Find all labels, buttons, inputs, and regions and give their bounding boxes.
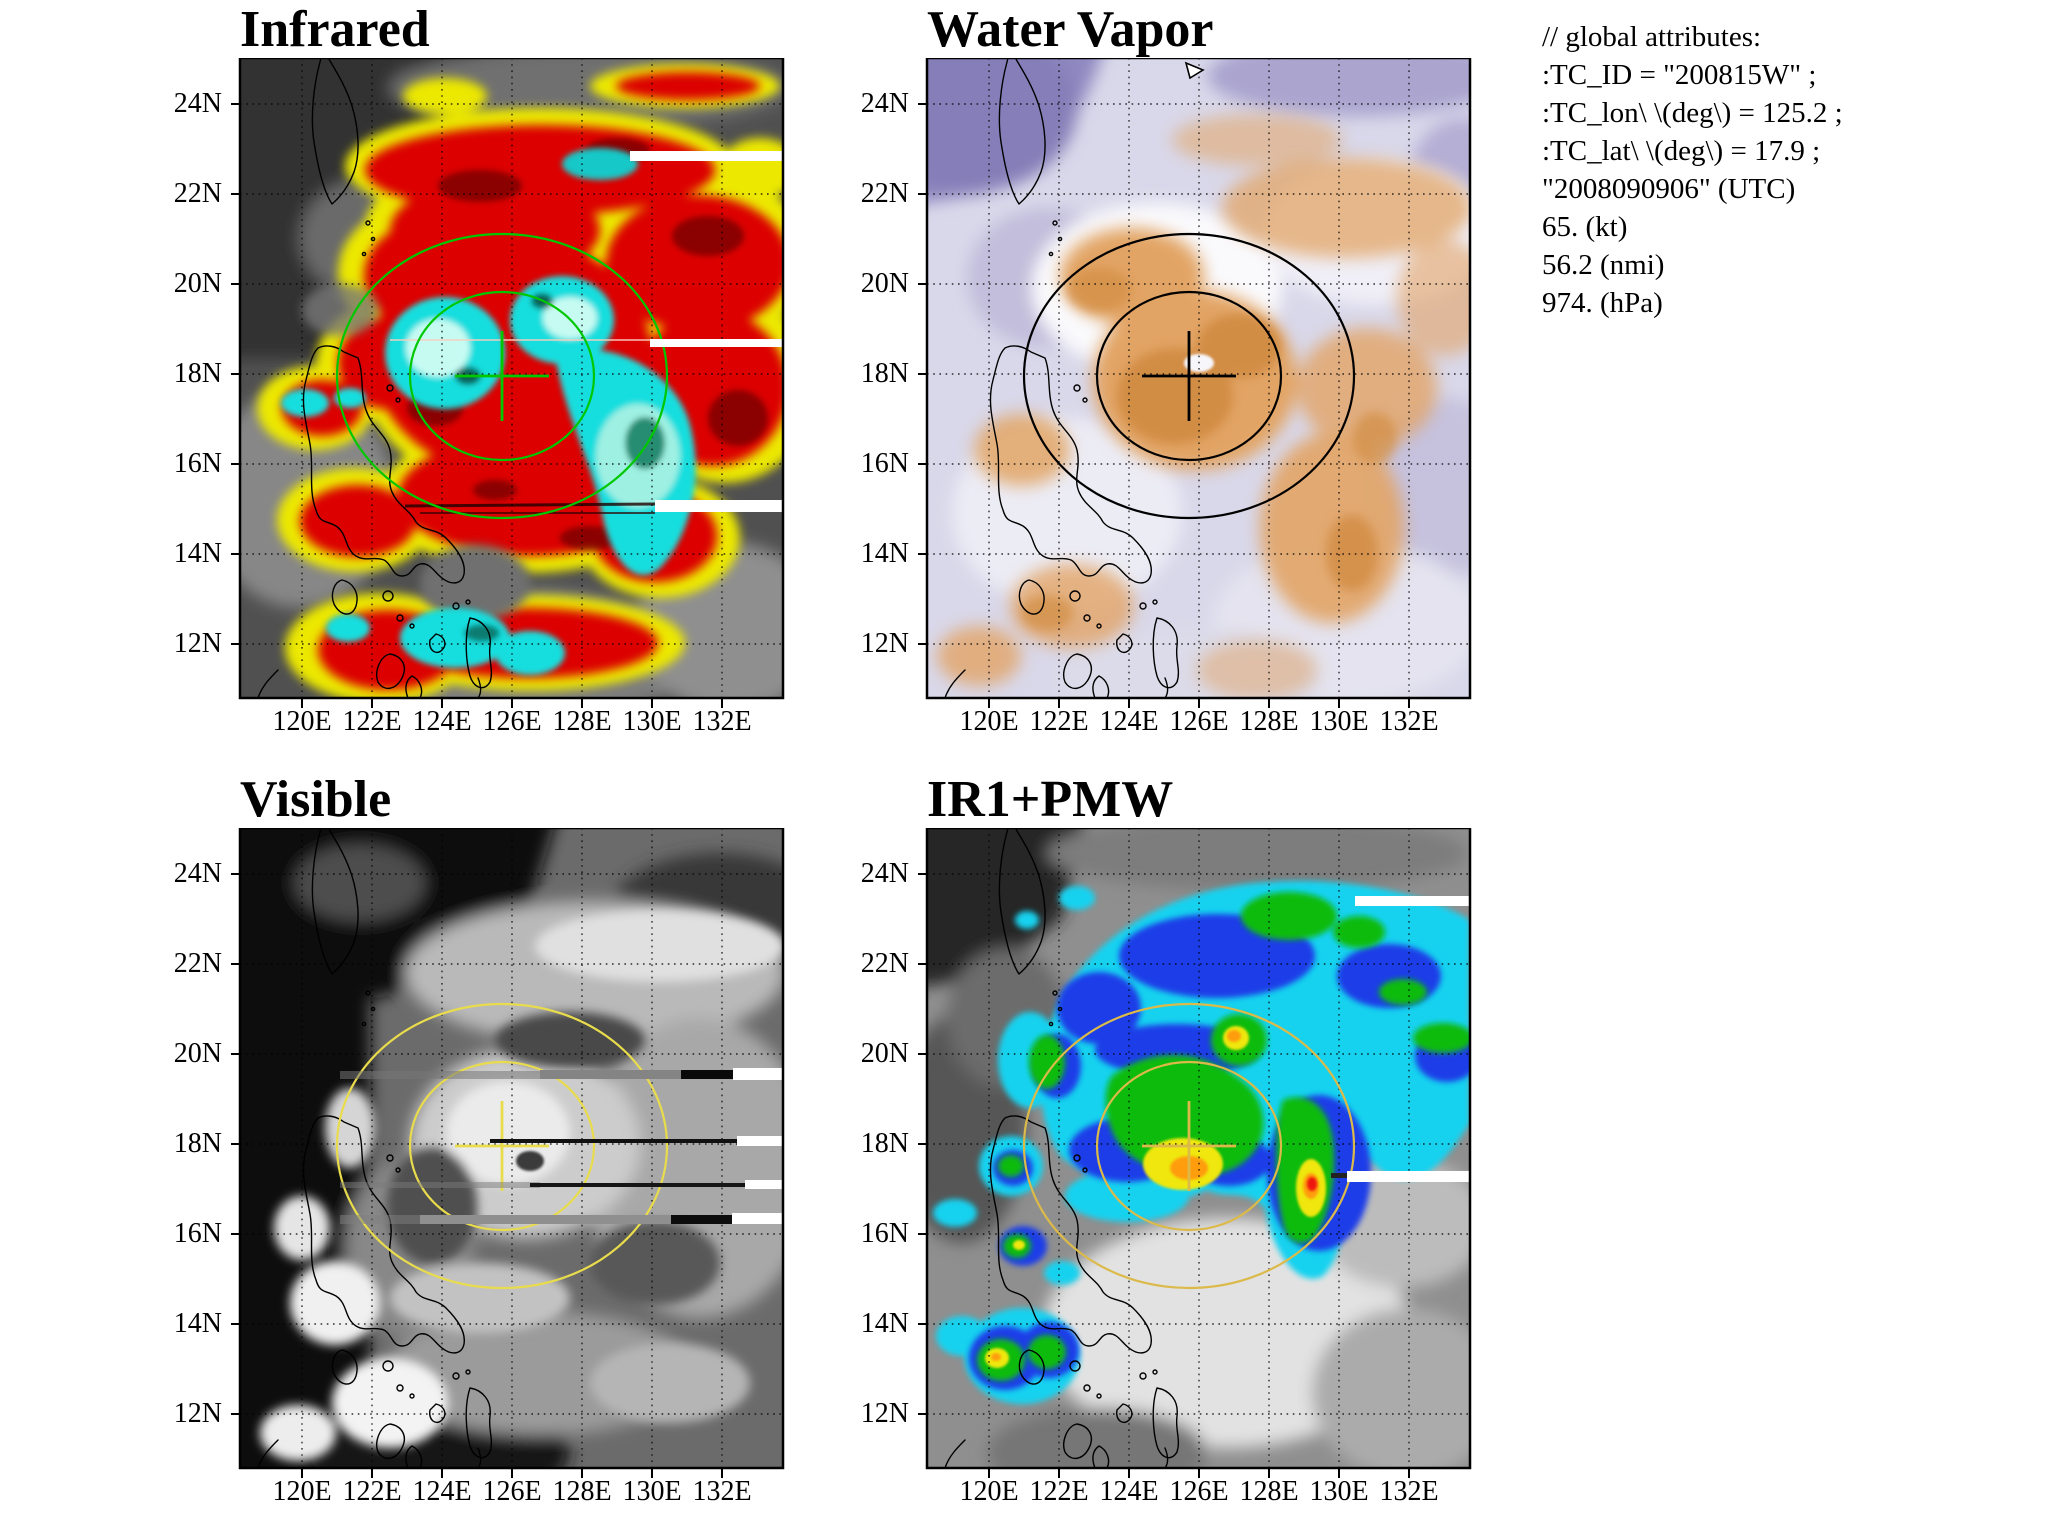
x-axis-tick-label: 128E bbox=[1239, 1476, 1299, 1507]
x-axis-tick-label: 122E bbox=[342, 706, 402, 737]
panel-title-ir1-pmw: IR1+PMW bbox=[927, 771, 1174, 828]
panel-title-visible: Visible bbox=[240, 771, 392, 828]
attr-line-header: // global attributes: bbox=[1542, 21, 1762, 53]
x-axis-tick-label: 130E bbox=[1309, 1476, 1369, 1507]
y-axis-tick-label: 16N bbox=[173, 1218, 222, 1249]
attr-line-tc-id: :TC_ID = "200815W" ; bbox=[1542, 59, 1817, 91]
x-axis-tick-label: 126E bbox=[482, 706, 542, 737]
attr-line-wind-kt: 65. (kt) bbox=[1542, 211, 1628, 243]
x-axis-tick-label: 132E bbox=[1379, 1476, 1439, 1507]
y-axis-tick-label: 24N bbox=[860, 858, 909, 889]
x-axis-tick-label: 122E bbox=[1029, 706, 1089, 737]
x-axis-tick-label: 132E bbox=[692, 1476, 752, 1507]
y-axis-tick-label: 14N bbox=[860, 538, 909, 569]
infrared-data-gap-streaks bbox=[630, 151, 783, 512]
visible-satellite-image bbox=[230, 828, 785, 1480]
x-axis-tick-label: 124E bbox=[412, 1476, 472, 1507]
y-axis-tick-label: 12N bbox=[860, 1398, 909, 1429]
y-axis-ir1-pmw: 24N 22N 20N 18N 16N 14N 12N bbox=[833, 828, 919, 1468]
x-axis-tick-label: 120E bbox=[959, 1476, 1019, 1507]
attr-line-tc-lat: :TC_lat\ \(deg\) = 17.9 ; bbox=[1542, 135, 1821, 167]
attr-line-radius-nmi: 56.2 (nmi) bbox=[1542, 249, 1665, 281]
panel-title-infrared: Infrared bbox=[240, 1, 430, 58]
panel-infrared: Infrared bbox=[174, 1, 785, 737]
plot-ir1-pmw: 24N 22N 20N 18N 16N 14N 12N 120E 122E 124E 126E 12… bbox=[861, 828, 1472, 1507]
x-axis-tick-label: 126E bbox=[1169, 706, 1229, 737]
y-axis-tick-label: 22N bbox=[860, 178, 909, 209]
x-axis-tick-label: 130E bbox=[622, 1476, 682, 1507]
x-axis-tick-label: 132E bbox=[692, 706, 752, 737]
y-axis-tick-label: 16N bbox=[173, 448, 222, 479]
x-axis-tick-label: 130E bbox=[622, 706, 682, 737]
x-axis-tick-label: 128E bbox=[552, 706, 612, 737]
x-axis-tick-label: 124E bbox=[412, 706, 472, 737]
x-axis-tick-label: 124E bbox=[1099, 706, 1159, 737]
y-axis-tick-label: 24N bbox=[173, 88, 222, 119]
y-axis-tick-label: 20N bbox=[860, 268, 909, 299]
y-axis-water-vapor: 24N 22N 20N 18N 16N 14N 12N bbox=[833, 58, 919, 698]
y-axis-tick-label: 12N bbox=[173, 1398, 222, 1429]
plot-infrared: 24N 22N 20N 18N 16N 14N 12N 120E 122E 124E 126E 12… bbox=[174, 58, 785, 737]
y-axis-tick-label: 18N bbox=[860, 358, 909, 389]
x-axis-tick-label: 120E bbox=[959, 706, 1019, 737]
y-axis-tick-label: 14N bbox=[173, 538, 222, 569]
x-axis-water-vapor: 120E 122E 124E 126E 128E 130E 132E bbox=[927, 700, 1470, 754]
attr-line-datetime: "2008090906" (UTC) bbox=[1542, 173, 1796, 205]
x-axis-tick-label: 128E bbox=[1239, 706, 1299, 737]
mouse-cursor-icon bbox=[1184, 61, 1205, 80]
x-axis-infrared: 120E 122E 124E 126E 128E 130E 132E bbox=[240, 700, 783, 754]
x-axis-tick-label: 128E bbox=[552, 1476, 612, 1507]
x-axis-visible: 120E 122E 124E 126E 128E 130E 132E bbox=[240, 1470, 783, 1524]
attr-line-tc-lon: :TC_lon\ \(deg\) = 125.2 ; bbox=[1542, 97, 1843, 129]
x-axis-tick-label: 122E bbox=[1029, 1476, 1089, 1507]
y-axis-tick-label: 12N bbox=[860, 628, 909, 659]
y-axis-tick-label: 20N bbox=[173, 268, 222, 299]
global-attributes-block: // global attributes: :TC_ID = "200815W"… bbox=[1542, 18, 2042, 322]
panel-title-water-vapor: Water Vapor bbox=[927, 1, 1214, 58]
ir1-pmw-data-gap-streaks bbox=[1331, 896, 1470, 1182]
plot-water-vapor: 24N 22N 20N 18N 16N 14N 12N 120E 122E 124E 126E 12… bbox=[861, 58, 1472, 737]
x-axis-tick-label: 126E bbox=[1169, 1476, 1229, 1507]
water-vapor-satellite-image bbox=[917, 58, 1472, 710]
y-axis-tick-label: 22N bbox=[173, 178, 222, 209]
visible-scanline-streaks bbox=[340, 1068, 783, 1224]
y-axis-tick-label: 22N bbox=[173, 948, 222, 979]
y-axis-tick-label: 24N bbox=[173, 858, 222, 889]
y-axis-tick-label: 20N bbox=[860, 1038, 909, 1069]
x-axis-tick-label: 130E bbox=[1309, 706, 1369, 737]
panel-visible: Visible bbox=[174, 771, 785, 1507]
y-axis-tick-label: 12N bbox=[173, 628, 222, 659]
y-axis-tick-label: 18N bbox=[173, 358, 222, 389]
x-axis-tick-label: 132E bbox=[1379, 706, 1439, 737]
ir1-pmw-satellite-image bbox=[917, 828, 1472, 1480]
plot-visible: 24N 22N 20N 18N 16N 14N 12N 120E 122E 124E 126E 12… bbox=[174, 828, 785, 1507]
x-axis-tick-label: 122E bbox=[342, 1476, 402, 1507]
attr-line-pressure-hpa: 974. (hPa) bbox=[1542, 287, 1663, 319]
y-axis-infrared: 24N 22N 20N 18N 16N 14N 12N bbox=[146, 58, 232, 698]
y-axis-tick-label: 20N bbox=[173, 1038, 222, 1069]
y-axis-tick-label: 18N bbox=[860, 1128, 909, 1159]
y-axis-tick-label: 18N bbox=[173, 1128, 222, 1159]
x-axis-tick-label: 124E bbox=[1099, 1476, 1159, 1507]
panel-ir1-pmw: IR1+PMW bbox=[861, 771, 1472, 1507]
x-axis-tick-label: 120E bbox=[272, 1476, 332, 1507]
x-axis-ir1-pmw: 120E 122E 124E 126E 128E 130E 132E bbox=[927, 1470, 1470, 1524]
y-axis-tick-label: 16N bbox=[860, 448, 909, 479]
y-axis-tick-label: 16N bbox=[860, 1218, 909, 1249]
x-axis-tick-label: 126E bbox=[482, 1476, 542, 1507]
y-axis-visible: 24N 22N 20N 18N 16N 14N 12N bbox=[146, 828, 232, 1468]
panel-water-vapor: Water Vapor bbox=[861, 1, 1472, 737]
y-axis-tick-label: 14N bbox=[173, 1308, 222, 1339]
x-axis-tick-label: 120E bbox=[272, 706, 332, 737]
y-axis-tick-label: 24N bbox=[860, 88, 909, 119]
infrared-satellite-image bbox=[230, 58, 785, 710]
y-axis-tick-label: 14N bbox=[860, 1308, 909, 1339]
y-axis-tick-label: 22N bbox=[860, 948, 909, 979]
